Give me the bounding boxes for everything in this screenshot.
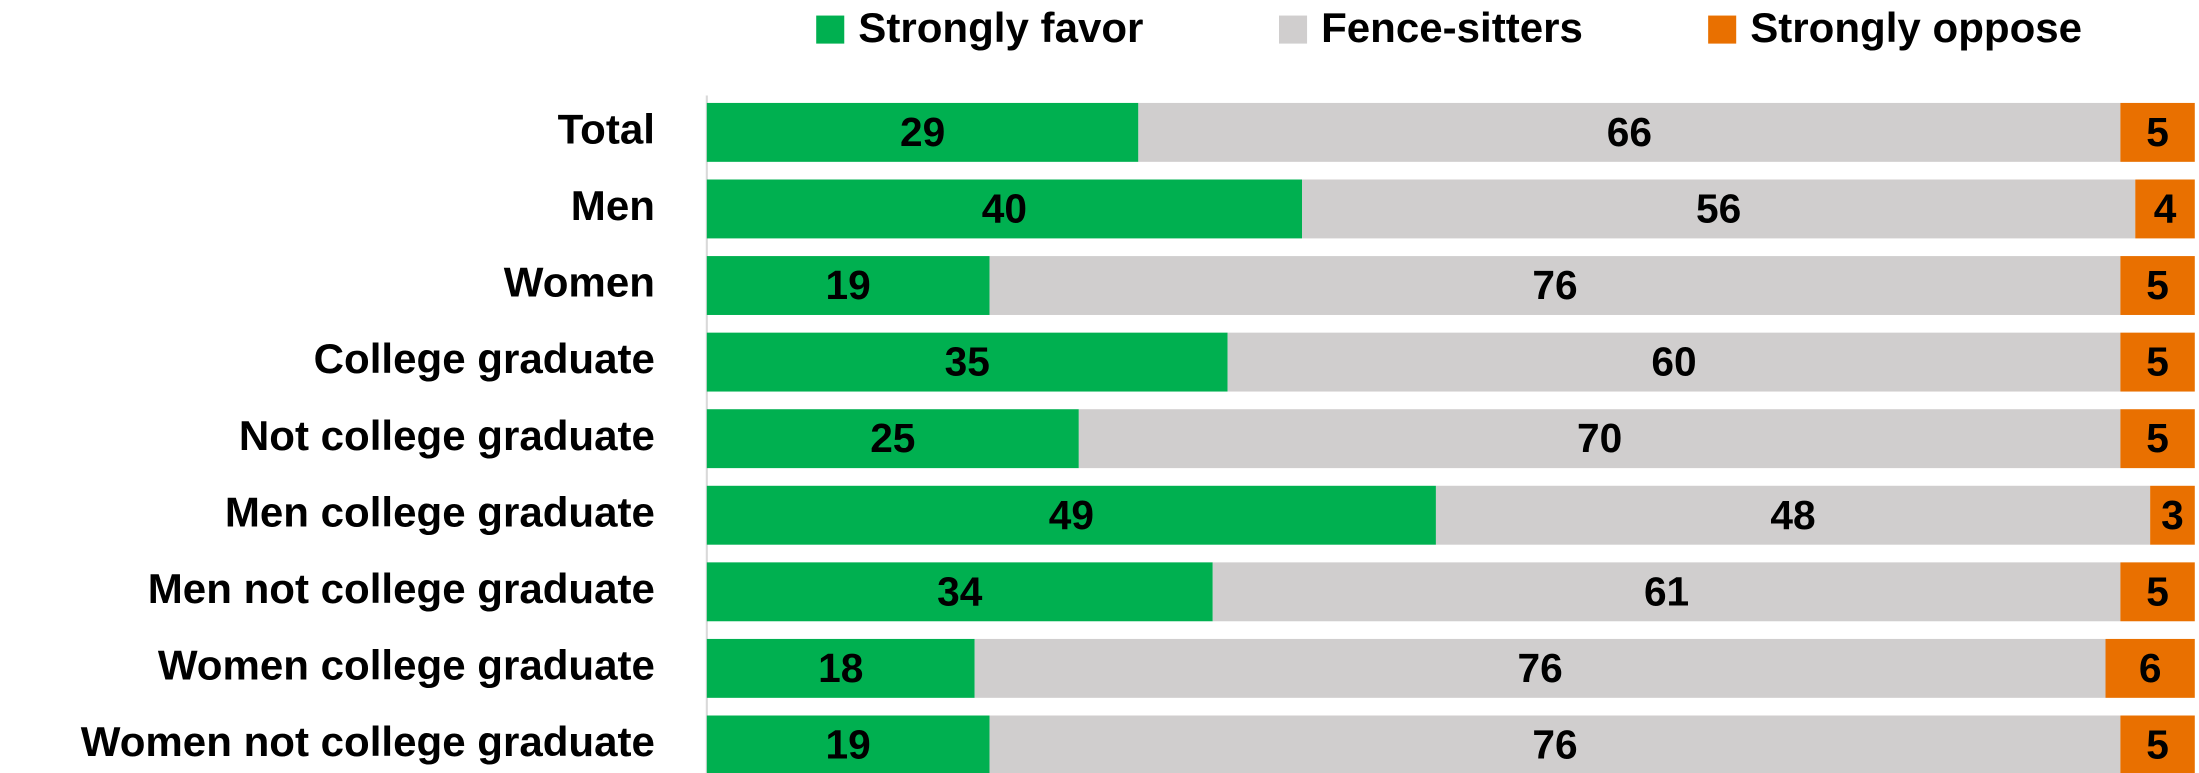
data-label: 5 [2146, 722, 2169, 768]
data-label: 34 [937, 568, 983, 614]
data-label: 35 [945, 339, 990, 385]
bar-segment [989, 715, 2121, 773]
bar-segment [706, 715, 990, 773]
bar-segment [1435, 485, 2151, 545]
bar-segment [2120, 256, 2195, 315]
bar-segment [1212, 562, 2121, 622]
data-label: 3 [2161, 492, 2184, 538]
bar-segment [2150, 485, 2195, 545]
data-label: 29 [900, 109, 945, 155]
bar-segment [706, 562, 1213, 622]
y-tick-label: Not college graduate [239, 412, 655, 459]
data-label: 5 [2146, 339, 2169, 385]
y-tick-label: Men not college graduate [148, 565, 655, 612]
data-label: 48 [1770, 492, 1815, 538]
bar-segment [1138, 102, 2121, 162]
data-label: 5 [2146, 568, 2169, 614]
bar-segment [1302, 179, 2136, 239]
legend-swatch [816, 15, 845, 44]
legend-label: Strongly oppose [1750, 4, 2082, 51]
legend-label: Strongly favor [858, 4, 1143, 51]
bar-segment [706, 256, 990, 315]
bar-segment [2120, 409, 2195, 469]
bar-segment [2120, 562, 2195, 622]
bar-segment [2120, 332, 2195, 392]
bar-segment [706, 332, 1228, 392]
data-label: 5 [2146, 415, 2169, 461]
legend-swatch [1279, 15, 1308, 44]
y-tick-label: Men [571, 182, 655, 229]
data-label: 5 [2146, 262, 2169, 308]
bar-segment [706, 102, 1139, 162]
y-tick-label: Women [504, 259, 655, 306]
bar-segment [1227, 332, 2121, 392]
bar-segment [2120, 102, 2195, 162]
data-label: 25 [870, 415, 915, 461]
data-label: 6 [2139, 645, 2162, 691]
bar-segment [706, 409, 1079, 469]
y-tick-label: Total [558, 105, 655, 152]
y-tick-label: Men college graduate [225, 488, 655, 535]
data-label: 60 [1651, 339, 1696, 385]
data-label: 76 [1532, 262, 1577, 308]
bar-segment [706, 638, 975, 698]
legend-swatch [1708, 15, 1737, 44]
bar-segment [989, 256, 2121, 315]
bar-segment [706, 485, 1436, 545]
data-label: 76 [1532, 722, 1577, 768]
data-label: 4 [2154, 186, 2177, 232]
bar-segment [974, 638, 2106, 698]
data-label: 56 [1696, 186, 1741, 232]
y-tick-label: Women college graduate [158, 641, 655, 688]
bar-segment [2120, 715, 2195, 773]
data-label: 19 [826, 262, 871, 308]
y-tick-label: Women not college graduate [81, 718, 655, 765]
data-label: 66 [1607, 109, 1652, 155]
data-label: 19 [826, 722, 871, 768]
legend-label: Fence-sitters [1321, 4, 1583, 51]
data-label: 5 [2146, 109, 2169, 155]
data-label: 49 [1049, 492, 1094, 538]
data-label: 76 [1517, 645, 1562, 691]
bar-segment [706, 179, 1303, 239]
bar-segment [2135, 179, 2195, 239]
data-label: 18 [818, 645, 863, 691]
bar-segment [2105, 638, 2195, 698]
data-label: 40 [982, 186, 1027, 232]
data-label: 61 [1644, 568, 1689, 614]
bar-segment [1078, 409, 2121, 469]
y-tick-label: College graduate [314, 335, 655, 382]
data-label: 70 [1577, 415, 1622, 461]
